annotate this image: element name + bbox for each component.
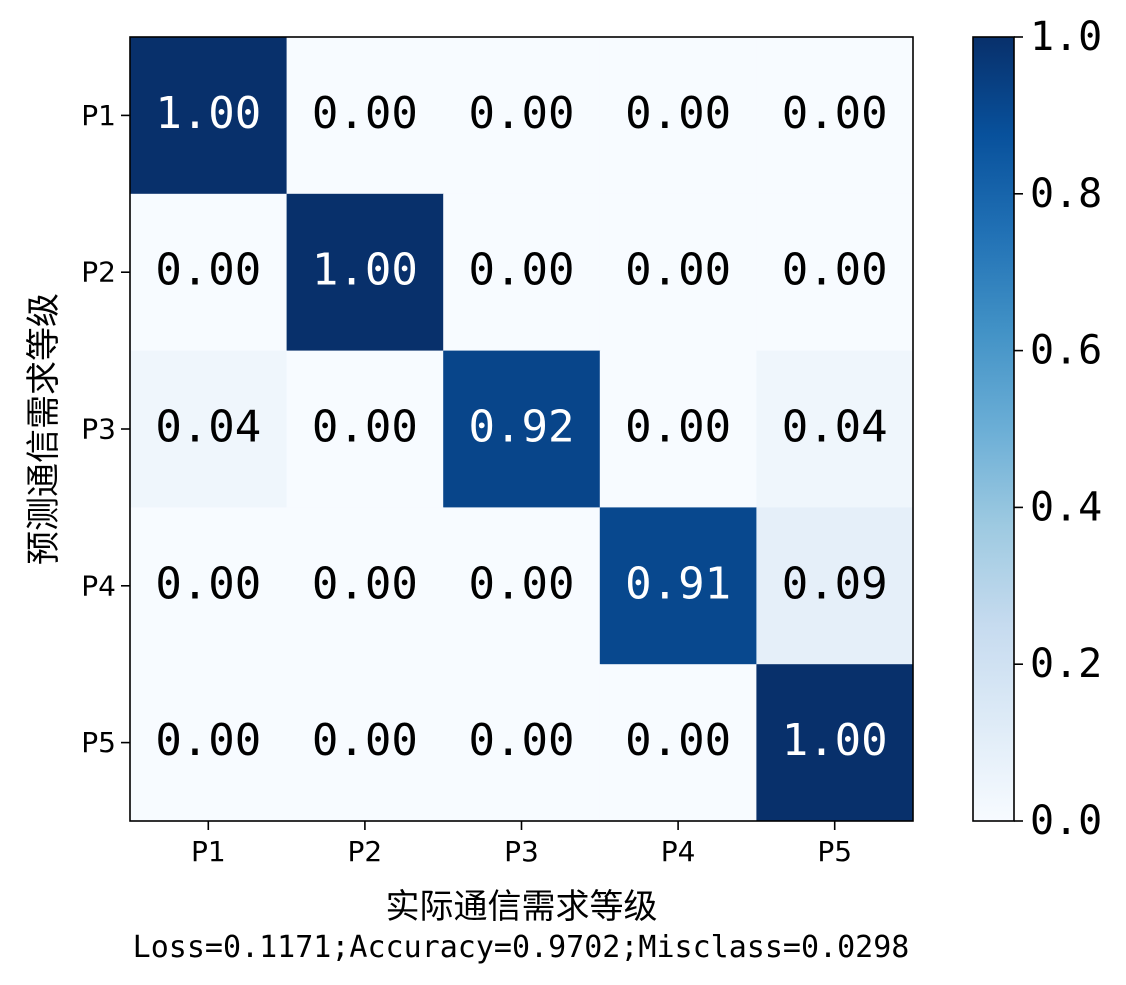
heatmap-cell-P1-P5 xyxy=(756,37,914,195)
cell-value-label-P3-P2: 0.00 xyxy=(312,402,418,453)
cell-value-label-P3-P3: 0.92 xyxy=(469,402,575,453)
cell-value-label-P2-P3: 0.00 xyxy=(469,245,575,296)
cell-value-label-P3-P5: 0.04 xyxy=(782,402,888,453)
cell-value-label-P1-P5: 0.00 xyxy=(782,88,888,139)
cell-value-label-P4-P4: 0.91 xyxy=(625,558,731,609)
cell-value-label-P5-P5: 1.00 xyxy=(782,715,888,766)
heatmap-cell-P2-P5 xyxy=(756,193,914,352)
x-axis-ticks: P1 P2 P3 P4 P5 xyxy=(191,821,852,868)
heatmap-cell-P2-P1 xyxy=(130,193,288,352)
x-tick-label-P5: P5 xyxy=(817,835,852,868)
heatmap-cell-P4-P5 xyxy=(756,507,914,665)
x-axis-label: 实际通信需求等级 xyxy=(386,887,658,927)
heatmap-cell-P5-P4 xyxy=(599,664,757,822)
heatmap-cell-P5-P3 xyxy=(443,664,601,822)
x-tick-label-P1: P1 xyxy=(191,835,226,868)
cell-value-label-P2-P1: 0.00 xyxy=(155,245,261,296)
heatmap-cell-P2-P3 xyxy=(443,193,601,352)
y-tick-label-P3: P3 xyxy=(81,413,116,446)
cell-value-label-P1-P3: 0.00 xyxy=(469,88,575,139)
y-tick-label-P4: P4 xyxy=(81,569,116,602)
cell-value-label-P2-P2: 1.00 xyxy=(312,245,418,296)
heatmap-cell-P4-P1 xyxy=(130,507,288,665)
cell-value-label-P5-P1: 0.00 xyxy=(155,715,261,766)
heatmap-cell-P3-P4 xyxy=(599,350,757,508)
heatmap-cell-P4-P3 xyxy=(443,507,601,665)
colorbar-tick-label-0.4: 0.4 xyxy=(1030,484,1102,530)
heatmap-cell-P5-P1 xyxy=(130,664,288,822)
colorbar-tick-label-0.8: 0.8 xyxy=(1030,171,1102,217)
colorbar-ticks: 0.0 0.2 0.4 0.6 0.8 1.0 xyxy=(1014,14,1102,844)
heatmap-cell-P4-P2 xyxy=(286,507,444,665)
y-axis-label: 预测通信需求等级 xyxy=(24,293,64,565)
cell-value-label-P3-P4: 0.00 xyxy=(625,402,731,453)
heatmap-cell-P3-P5 xyxy=(756,350,914,508)
heatmap-cell-P1-P1 xyxy=(130,37,288,195)
cell-value-label-P1-P1: 1.00 xyxy=(155,88,261,139)
cell-value-label-P3-P1: 0.04 xyxy=(155,402,261,453)
colorbar-tick-label-1.0: 1.0 xyxy=(1030,14,1102,60)
cell-value-label-P2-P4: 0.00 xyxy=(625,245,731,296)
heatmap-cells xyxy=(130,37,914,822)
heatmap-cell-P2-P4 xyxy=(599,193,757,352)
colorbar-tick-label-0.6: 0.6 xyxy=(1030,328,1102,374)
y-axis-ticks: P1 P2 P3 P4 P5 xyxy=(81,99,130,759)
heatmap-cell-P3-P1 xyxy=(130,350,288,508)
cell-value-label-P4-P5: 0.09 xyxy=(782,558,888,609)
cell-value-label-P5-P4: 0.00 xyxy=(625,715,731,766)
heatmap-cell-P2-P2 xyxy=(286,193,444,352)
heatmap-cell-P3-P2 xyxy=(286,350,444,508)
heatmap-cell-P5-P2 xyxy=(286,664,444,822)
cell-value-label-P4-P3: 0.00 xyxy=(469,558,575,609)
x-tick-label-P3: P3 xyxy=(504,835,539,868)
cell-value-label-P1-P4: 0.00 xyxy=(625,88,731,139)
y-tick-label-P1: P1 xyxy=(81,99,116,132)
heatmap-cell-P3-P3 xyxy=(443,350,601,508)
heatmap-cell-P4-P4 xyxy=(599,507,757,665)
y-tick-label-P5: P5 xyxy=(81,726,116,759)
cell-value-label-P1-P2: 0.00 xyxy=(312,88,418,139)
y-tick-label-P2: P2 xyxy=(81,256,116,289)
cell-value-labels: 1.00 0.00 0.00 0.00 0.00 0.00 1.00 0.00 0.00 0.00… xyxy=(155,88,887,766)
cell-value-label-P4-P1: 0.00 xyxy=(155,558,261,609)
metrics-footer: Loss=0.1171;Accuracy=0.9702;Misclass=0.0… xyxy=(133,930,910,965)
heatmap-cell-P1-P2 xyxy=(286,37,444,195)
heatmap-cell-P1-P4 xyxy=(599,37,757,195)
cell-value-label-P4-P2: 0.00 xyxy=(312,558,418,609)
colorbar xyxy=(972,36,1015,822)
colorbar-tick-label-0.2: 0.2 xyxy=(1030,641,1102,687)
cell-value-label-P5-P2: 0.00 xyxy=(312,715,418,766)
cell-value-label-P2-P5: 0.00 xyxy=(782,245,888,296)
colorbar-tick-label-0.0: 0.0 xyxy=(1030,798,1102,844)
heatmap-cell-P5-P5 xyxy=(756,664,914,822)
x-tick-label-P2: P2 xyxy=(348,835,383,868)
x-tick-label-P4: P4 xyxy=(661,835,696,868)
heatmap-cell-P1-P3 xyxy=(443,37,601,195)
cell-value-label-P5-P3: 0.00 xyxy=(469,715,575,766)
